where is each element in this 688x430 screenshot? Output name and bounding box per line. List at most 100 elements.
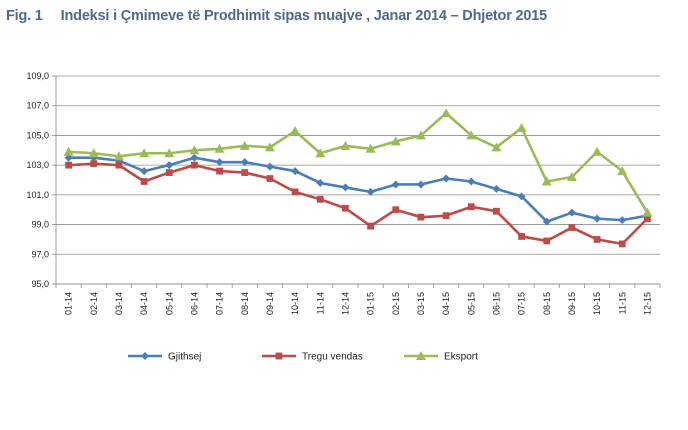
data-point (416, 180, 425, 189)
x-tick-label: 03-14 (114, 292, 124, 315)
data-point (391, 180, 400, 189)
data-point (466, 130, 477, 140)
series-group (63, 108, 653, 248)
data-point (567, 208, 576, 217)
series-line (68, 111, 649, 214)
data-point (316, 178, 325, 187)
data-point (365, 143, 376, 153)
x-tick-label: 07-14 (215, 292, 225, 315)
data-point (140, 178, 148, 185)
data-point (415, 130, 426, 140)
data-point (467, 177, 476, 186)
data-point (491, 142, 502, 152)
y-tick-label: 109,0 (26, 71, 49, 81)
data-point (618, 216, 627, 225)
x-tick-label: 06-14 (189, 292, 199, 315)
data-point (115, 161, 123, 169)
data-point (315, 148, 326, 158)
x-tick-label: 02-15 (391, 292, 401, 315)
data-point (290, 125, 301, 135)
y-axis-ticks: 95,0 97,0 99,0 101,0 103,0 105,0 107,0 109,0 (26, 71, 56, 289)
data-point (516, 123, 527, 132)
data-point (139, 148, 150, 158)
data-point (592, 146, 603, 156)
data-point (113, 151, 124, 161)
x-tick-label: 11-14 (315, 292, 325, 314)
series-line (68, 156, 648, 223)
x-tick-label: 07-15 (517, 292, 527, 315)
data-point (241, 169, 249, 176)
y-tick-label: 103,0 (26, 160, 49, 170)
series-line (68, 162, 649, 246)
x-tick-label: 01-15 (366, 292, 376, 315)
figure-title: Fig. 1 Indeksi i Çmimeve të Prodhimit sip… (6, 8, 547, 24)
series-tregu-vendas (65, 160, 651, 248)
data-point (366, 187, 375, 196)
y-tick-label: 95,0 (31, 279, 49, 289)
data-point (441, 108, 452, 118)
data-point (367, 222, 374, 230)
legend-marker (275, 352, 283, 360)
data-point (90, 160, 98, 168)
data-point (140, 167, 149, 176)
figure-title-text: Indeksi i Çmimeve të Prodhimit sipas mua… (60, 8, 547, 24)
data-point (264, 142, 275, 152)
data-point (342, 204, 349, 212)
series-gjithsej (64, 153, 652, 226)
data-point (165, 169, 173, 176)
data-point (390, 136, 401, 146)
data-point (392, 206, 400, 214)
data-point (568, 224, 576, 231)
x-tick-label: 10-14 (290, 292, 300, 315)
data-point (341, 183, 350, 192)
data-point (265, 162, 274, 171)
data-point (216, 167, 223, 175)
legend: Gjithsej Tregu vendas Eksport (128, 351, 478, 363)
figure-label: Fig. 1 (6, 8, 43, 24)
data-point (644, 215, 651, 223)
data-point (517, 192, 526, 201)
x-tick-label: 06-15 (491, 292, 501, 315)
data-point (493, 207, 500, 215)
x-tick-label: 04-14 (139, 292, 149, 315)
data-point (542, 217, 551, 226)
data-point (291, 188, 299, 196)
x-tick-label: 12-15 (642, 292, 652, 315)
legend-item: Tregu vendas (262, 352, 363, 363)
data-point (340, 140, 351, 150)
data-point (239, 140, 250, 150)
data-point (316, 195, 324, 203)
data-point (467, 203, 475, 211)
data-point (442, 174, 451, 183)
x-tick-label: 12-14 (340, 292, 350, 315)
data-point (492, 184, 501, 193)
x-tick-label: 11-15 (617, 292, 627, 314)
data-point (266, 175, 274, 182)
legend-label: Gjithsej (168, 352, 201, 363)
x-tick-label: 10-15 (592, 292, 602, 315)
data-point (291, 167, 300, 176)
x-tick-label: 03-15 (416, 292, 426, 315)
data-point (190, 153, 199, 162)
data-point (617, 166, 628, 176)
legend-marker (141, 352, 149, 360)
data-point (240, 158, 249, 167)
series-eksport (63, 108, 653, 217)
data-point (417, 213, 425, 221)
data-point (165, 161, 174, 170)
legend-item: Eksport (404, 351, 478, 363)
legend-label: Tregu vendas (302, 352, 363, 363)
data-point (164, 148, 175, 158)
data-point (518, 233, 525, 240)
data-point (189, 145, 200, 155)
data-point (541, 176, 552, 186)
data-point (63, 146, 74, 156)
x-tick-label: 01-14 (64, 292, 74, 315)
x-tick-label: 08-15 (542, 292, 552, 315)
data-point (618, 240, 626, 248)
data-point (593, 214, 602, 223)
legend-item: Gjithsej (128, 352, 201, 363)
x-tick-label: 04-15 (441, 292, 451, 315)
x-tick-label: 05-14 (164, 292, 174, 315)
